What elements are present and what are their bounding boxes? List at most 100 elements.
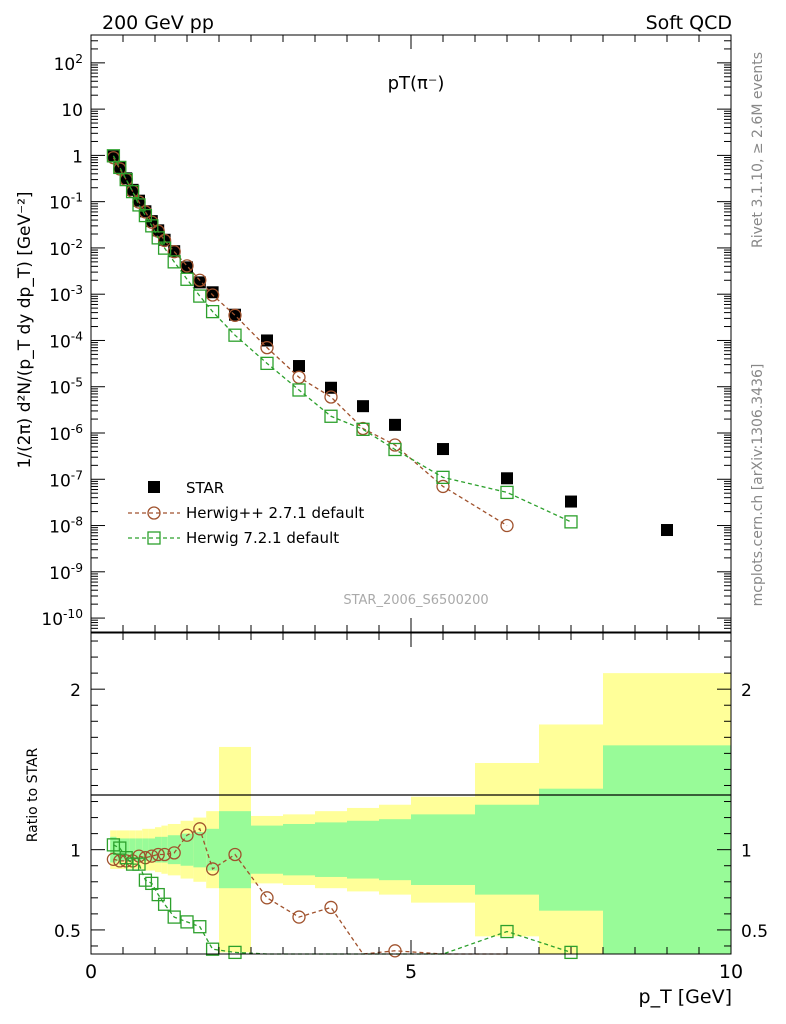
herwig7-point xyxy=(324,409,338,423)
star-point xyxy=(357,400,369,413)
ratio-band-inner xyxy=(411,814,475,885)
ratio-y-tick-label: 0.5 xyxy=(54,922,81,942)
herwig7-ratio-point xyxy=(193,920,207,934)
herwig7-point xyxy=(193,289,207,303)
herwig7-point xyxy=(205,304,220,319)
ratio-band-inner xyxy=(283,823,315,876)
main-title: pT(π⁻) xyxy=(388,73,445,94)
ratio-y-tick-label-right: 0.5 xyxy=(741,922,768,942)
main-y-tick-label: 1 xyxy=(72,147,83,167)
x-axis-label: p_T [GeV] xyxy=(639,986,732,1008)
herwigpp-ratio-point xyxy=(228,847,242,862)
legend-label-herwigpp: Herwig++ 2.7.1 default xyxy=(186,504,364,522)
herwigpp-ratio-point xyxy=(167,846,181,860)
ratio-band-inner xyxy=(251,825,283,874)
ratio-band-inner xyxy=(155,836,162,863)
star-point xyxy=(261,334,273,347)
ratio-band-inner xyxy=(347,820,379,879)
herwigpp-ratio-point xyxy=(193,822,207,836)
herwig7-line xyxy=(112,155,572,523)
herwigpp-ratio-line xyxy=(113,827,507,955)
herwigpp-ratio-point xyxy=(260,891,274,905)
herwig7-ratio-point xyxy=(500,924,514,939)
header-right: Soft QCD xyxy=(646,12,732,34)
legend-marker-herwigpp xyxy=(147,506,161,520)
herwig7-point xyxy=(356,422,370,436)
ratio-band-inner xyxy=(219,811,251,889)
ratio-band-inner xyxy=(475,804,539,895)
main-y-tick-label: 10 xyxy=(61,101,83,121)
herwig7-point xyxy=(500,485,514,500)
ratio-panel: 0.5 0.5 1 1 2 2 0 5 10 Ratio to STAR p_T [GeV] xyxy=(25,632,768,1008)
herwig7-point xyxy=(157,241,172,255)
ratio-bands xyxy=(110,673,731,954)
herwigpp-ratio-point xyxy=(205,862,220,876)
ratio-band-inner xyxy=(167,835,181,865)
star-point xyxy=(293,360,305,373)
herwig7-point xyxy=(564,515,578,529)
star-point xyxy=(437,443,449,456)
herwigpp-point xyxy=(292,370,306,384)
ratio-band-inner xyxy=(206,828,219,871)
herwig7-point xyxy=(167,255,181,269)
herwig7-ratio-point xyxy=(180,915,194,929)
ratio-y-tick-label-right: 2 xyxy=(741,681,752,701)
legend-marker-herwig7 xyxy=(147,531,161,545)
herwigpp-point xyxy=(260,340,274,355)
legend-label-herwig7: Herwig 7.2.1 default xyxy=(186,529,339,547)
ratio-y-axis-label: Ratio to STAR xyxy=(25,747,41,842)
ratio-band-inner xyxy=(180,833,194,866)
herwig7-point xyxy=(388,442,402,457)
herwigpp-point xyxy=(228,308,242,322)
x-tick-label: 10 xyxy=(719,961,743,983)
main-series-layer xyxy=(106,149,673,537)
herwig7-ratio-point xyxy=(132,857,146,871)
herwigpp-point xyxy=(180,259,194,273)
ratio-band-inner xyxy=(129,838,136,861)
mcplots-label: mcplots.cern.ch [arXiv:1306.3436] xyxy=(750,364,766,607)
herwigpp-ratio-point xyxy=(388,944,402,958)
ratio-band-inner xyxy=(161,836,168,863)
x-tick-label: 0 xyxy=(85,961,97,983)
herwigpp-ratio-point xyxy=(324,900,338,915)
herwigpp-ratio-point xyxy=(151,847,165,862)
herwig7-ratio-point xyxy=(157,897,172,911)
legend: STAR Herwig++ 2.7.1 default Herwig 7.2.1… xyxy=(128,479,364,547)
herwig7-point xyxy=(436,470,450,485)
star-point xyxy=(501,472,513,485)
ratio-series-layer xyxy=(106,822,578,960)
ratio-band-inner xyxy=(603,745,731,954)
ratio-band-inner xyxy=(142,838,149,861)
legend-marker-star xyxy=(148,481,160,493)
herwigpp-point xyxy=(205,288,220,302)
ratio-y-tick-label: 1 xyxy=(70,842,81,862)
herwigpp-point xyxy=(500,518,514,533)
ratio-band-inner xyxy=(379,819,411,881)
x-tick-label: 5 xyxy=(405,961,417,983)
header-left: 200 GeV pp xyxy=(102,12,214,34)
ratio-y-tick-label: 2 xyxy=(70,681,81,701)
herwig7-point xyxy=(292,383,306,397)
herwigpp-ratio-point xyxy=(145,849,159,863)
ratio-ticks: 0.5 0.5 1 1 2 2 0 5 10 xyxy=(54,633,768,983)
herwig7-point xyxy=(260,356,274,371)
main-y-axis-label: 1/(2π) d²N/(p_T dy dp_T) [GeV⁻²] xyxy=(15,191,35,468)
herwigpp-ratio-point xyxy=(292,910,306,924)
herwig7-point xyxy=(125,184,140,199)
rivet-label: Rivet 3.1.10, ≥ 2.6M events xyxy=(750,52,766,248)
herwigpp-ratio-point xyxy=(157,847,172,862)
herwigpp-point xyxy=(193,273,207,287)
ratio-y-tick-label-right: 1 xyxy=(741,842,752,862)
herwig7-point xyxy=(228,328,242,342)
star-point xyxy=(661,524,673,537)
ratio-band-inner xyxy=(539,788,603,911)
herwig7-ratio-point xyxy=(564,945,578,960)
legend-label-star: STAR xyxy=(186,479,224,497)
star-point xyxy=(206,286,219,299)
star-point xyxy=(565,495,577,508)
ratio-band-inner xyxy=(193,832,207,868)
herwigpp-point xyxy=(167,245,181,259)
herwigpp-point xyxy=(436,479,450,494)
ratio-band-inner xyxy=(315,822,347,877)
